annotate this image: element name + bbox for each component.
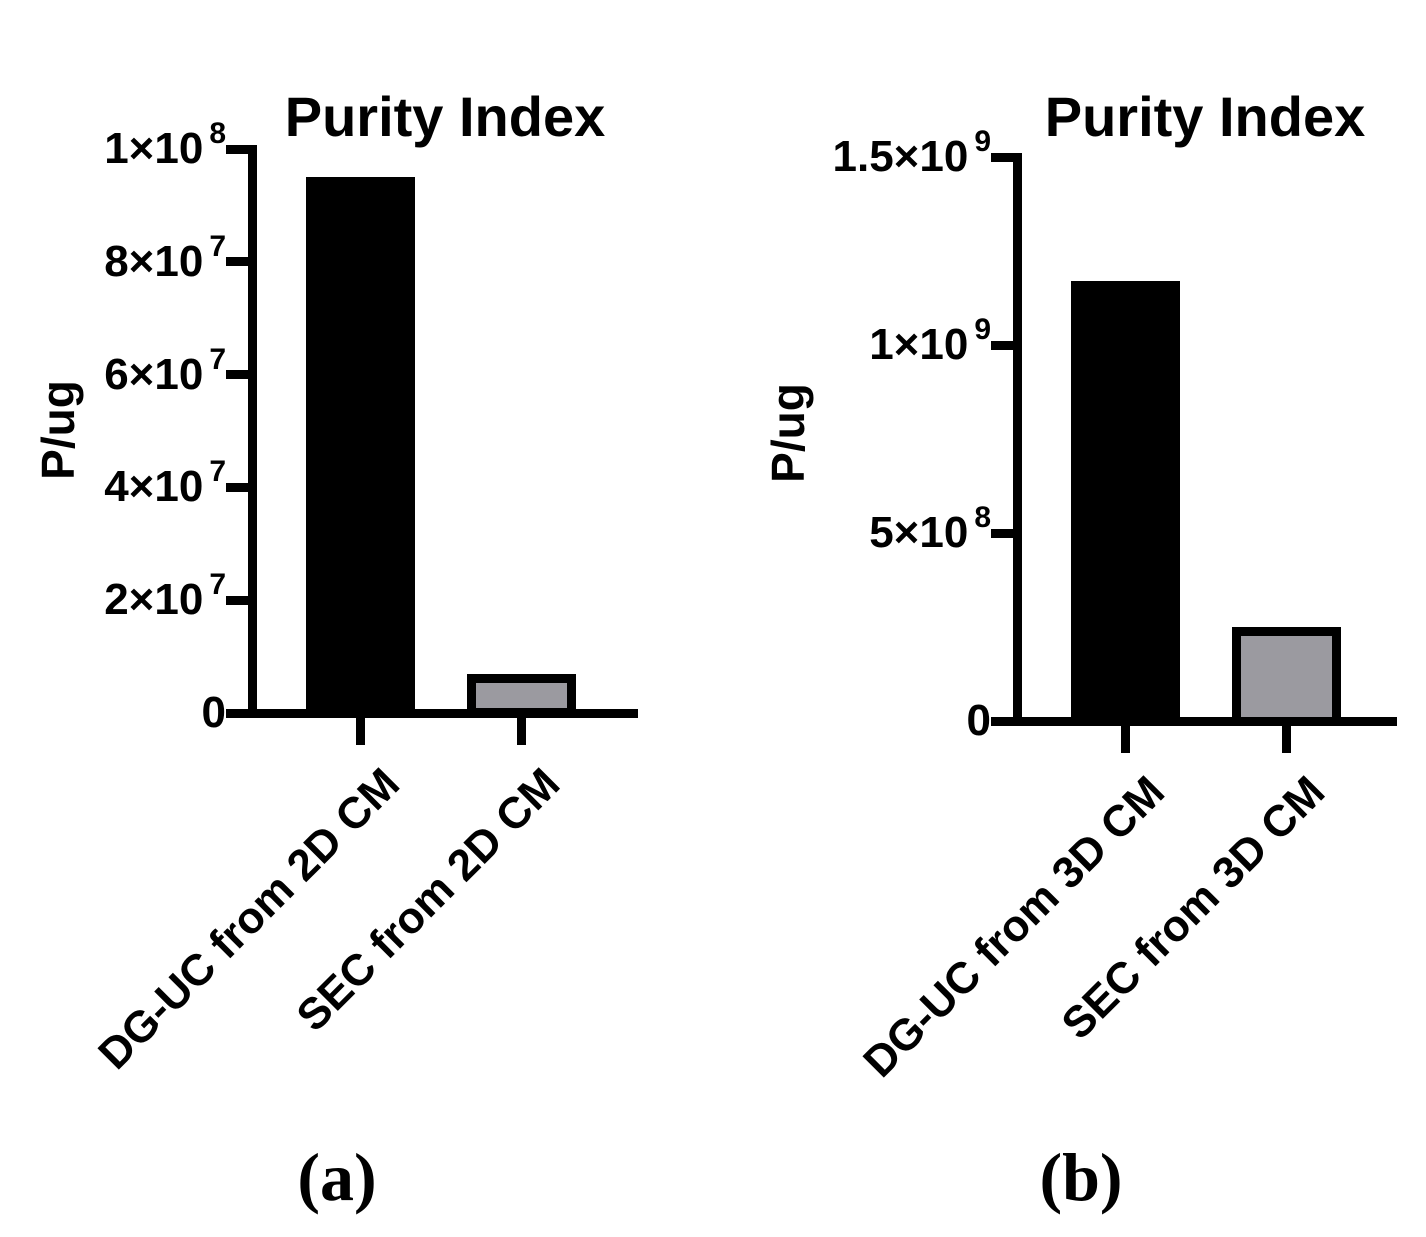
y-tick [990,716,1013,726]
y-tick [225,144,248,154]
y-tick-mantissa: 1×10 [869,320,969,369]
y-tick-mantissa: 2×10 [104,575,204,625]
bar-dg-uc-from-3d-cm [1070,281,1180,726]
y-tick-exponent: 7 [209,568,226,602]
y-tick-exponent: 7 [209,455,226,489]
y-tick-label: 2×10 7 [104,568,226,630]
y-tick-mantissa: 1.5×10 [832,132,969,181]
y-axis [1012,152,1022,726]
y-tick [225,257,248,267]
y-tick-exponent: 8 [974,501,991,534]
y-tick-label: 4×10 7 [104,455,226,517]
chart-title-a: Purity Index [284,85,606,149]
y-tick-label: 5×10 8 [869,501,991,563]
y-tick-label: 1×10 9 [869,313,991,375]
y-tick-label: 0 [202,683,226,743]
x-tick [1281,725,1291,753]
y-tick-mantissa: 0 [966,696,991,745]
x-tick [355,717,365,745]
y-tick-label: 8×10 7 [104,229,226,292]
y-tick [225,595,248,605]
y-tick [990,340,1013,350]
y-tick [990,528,1013,538]
y-tick [225,708,248,718]
y-tick-exponent: 8 [209,117,226,150]
chart-title-b: Purity Index [1044,85,1366,149]
bar-sec-from-3d-cm [1231,627,1341,726]
y-tick-mantissa: 5×10 [869,508,969,557]
y-tick-mantissa: 4×10 [104,462,204,512]
panel-letter-b: (b) [1039,1139,1123,1215]
x-tick [1120,725,1130,753]
bar-sec-from-2d-cm [466,673,576,718]
x-tick [516,717,526,745]
y-tick-label: 1×10 8 [104,117,226,179]
y-tick-mantissa: 8×10 [104,236,204,286]
y-axis [247,144,257,718]
y-tick-exponent: 7 [209,229,226,263]
y-tick [225,370,248,380]
y-tick [990,152,1013,162]
y-tick-label: 1.5×10 9 [832,125,992,187]
bar-dg-uc-from-2d-cm [305,177,415,718]
y-tick-mantissa: 6×10 [104,349,204,399]
y-tick-mantissa: 0 [201,688,226,737]
x-axis [990,716,1397,726]
y-tick-exponent: 9 [974,125,991,158]
x-category-label: DG-UC from 3D CM [853,767,1174,1087]
panel-letter-a: (a) [297,1139,377,1215]
y-tick-label: 0 [967,691,991,751]
y-tick-exponent: 9 [974,313,991,346]
x-axis [225,708,638,718]
y-tick-exponent: 7 [209,342,226,376]
y-tick-mantissa: 1×10 [104,124,204,173]
y-tick-label: 6×10 7 [104,342,226,405]
y-tick [225,482,248,492]
